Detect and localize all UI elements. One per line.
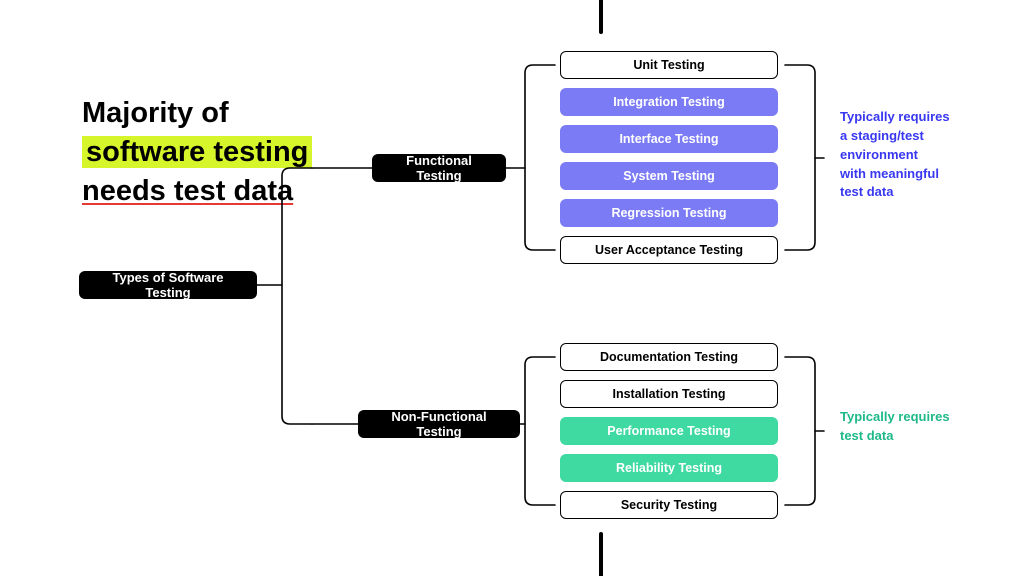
leaf-functional-5: User Acceptance Testing [560,236,778,264]
leaf-nonfunctional-3: Reliability Testing [560,454,778,482]
leaf-functional-0: Unit Testing [560,51,778,79]
leaf-functional-4: Regression Testing [560,199,778,227]
annotation-functional: Typically requiresa staging/testenvironm… [840,108,950,202]
leaf-functional-1: Integration Testing [560,88,778,116]
leaf-nonfunctional-0: Documentation Testing [560,343,778,371]
title-line3: needs test data [82,175,293,207]
annotation-nonfunctional: Typically requirestest data [840,408,950,446]
title-line1: Majority of [82,97,229,129]
leaf-nonfunctional-2: Performance Testing [560,417,778,445]
title-line2: software testing [82,136,312,168]
leaf-nonfunctional-4: Security Testing [560,491,778,519]
diagram-title: Majority of software testing needs test … [82,94,312,211]
leaf-functional-3: System Testing [560,162,778,190]
leaf-functional-2: Interface Testing [560,125,778,153]
branch-functional: Functional Testing [372,154,506,182]
branch-nonfunctional: Non-Functional Testing [358,410,520,438]
leaf-nonfunctional-1: Installation Testing [560,380,778,408]
root-node: Types of Software Testing [79,271,257,299]
